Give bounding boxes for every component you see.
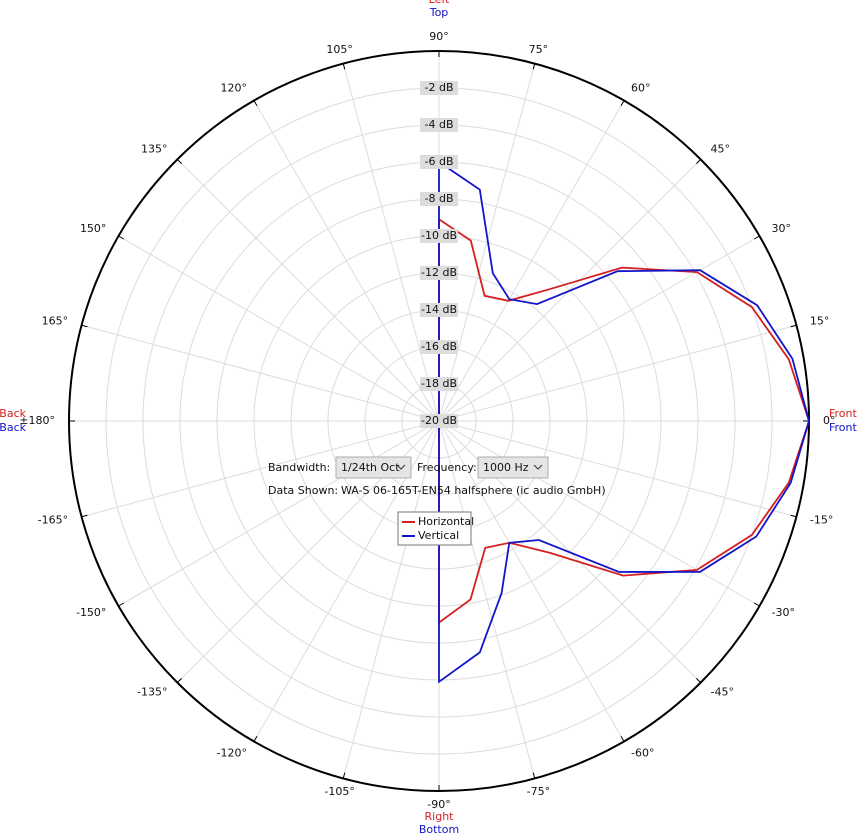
dropdown-box[interactable]: [477, 456, 549, 479]
angle-tick: [790, 514, 797, 518]
angle-tick: [753, 602, 760, 607]
angle-tick: [253, 735, 258, 742]
r-tick-label: -2 dB: [425, 81, 454, 94]
angle-tick-label: 0°: [823, 414, 836, 427]
angle-tick-label: -45°: [711, 686, 734, 699]
bandwidth-value[interactable]: 1/24th Oct: [341, 461, 400, 474]
angle-tick: [532, 63, 536, 70]
angle-tick-label: 60°: [631, 81, 651, 94]
tick-label-bg: [420, 155, 458, 169]
data-shown-label: Data Shown:: [268, 484, 338, 497]
angle-tick-label: 120°: [221, 81, 248, 94]
tick-label-bg: [420, 303, 458, 317]
angle-tick: [81, 514, 88, 518]
direction-label: Right: [425, 810, 455, 823]
legend-box: [397, 511, 472, 546]
angle-tick-label: 15°: [810, 315, 830, 328]
angle-tick-label: 105°: [326, 43, 353, 56]
r-tick-label: -16 dB: [421, 340, 457, 353]
angle-tick: [342, 772, 346, 779]
r-tick-label: -6 dB: [425, 155, 454, 168]
angle-tick-label: -60°: [631, 747, 654, 760]
legend-label: Vertical: [418, 529, 459, 542]
angle-tick-label: 135°: [141, 142, 168, 155]
tick-label-bg: [420, 192, 458, 206]
tick-label-bg: [420, 229, 458, 243]
angle-tick-label: 165°: [42, 315, 69, 328]
direction-label: Back: [0, 407, 27, 420]
angle-tick: [620, 100, 625, 107]
angle-tick-label: -90°: [427, 798, 450, 811]
tick-label-bg: [420, 118, 458, 132]
direction-label: Front: [829, 421, 858, 434]
angle-tick-label: ±180°: [19, 414, 55, 427]
angle-tick-label: -150°: [76, 606, 106, 619]
angle-tick-label: -15°: [810, 513, 833, 526]
dropdown-arrow[interactable]: [396, 464, 406, 470]
angle-tick: [620, 735, 625, 742]
tick-label-bg: [420, 377, 458, 391]
angle-tick-label: -30°: [772, 606, 795, 619]
direction-label: Front: [829, 407, 858, 420]
legend-label: Horizontal: [418, 515, 474, 528]
angle-tick-label: -135°: [137, 686, 167, 699]
frequency-value[interactable]: 1000 Hz: [483, 461, 529, 474]
angle-tick-label: 150°: [80, 222, 107, 235]
r-tick-label: -4 dB: [425, 118, 454, 131]
frequency-label: Frequency:: [417, 461, 477, 474]
angle-tick: [790, 324, 797, 328]
angle-tick: [81, 324, 88, 328]
r-tick-label: -10 dB: [421, 229, 457, 242]
bandwidth-label: Bandwidth:: [268, 461, 330, 474]
bandwidth-dropdown[interactable]: 1/24th Oct: [335, 456, 412, 479]
series-line: [438, 160, 810, 684]
tick-label-bg: [420, 81, 458, 95]
angle-tick-label: 90°: [429, 30, 449, 43]
curves: [438, 160, 810, 684]
angle-tick-label: 45°: [711, 142, 731, 155]
r-tick-label: -12 dB: [421, 266, 457, 279]
angle-tick-label: 30°: [772, 222, 792, 235]
angle-tick-label: -165°: [38, 513, 68, 526]
angle-tick-label: -105°: [324, 785, 354, 798]
dropdown-arrow[interactable]: [533, 464, 543, 470]
angle-tick-label: -120°: [217, 747, 247, 760]
data-shown-value: WA-S 06-165T-EN54 halfsphere (ic audio G…: [341, 484, 606, 497]
angle-tick-label: -75°: [527, 785, 550, 798]
frequency-dropdown[interactable]: 1000 Hz: [477, 456, 549, 479]
angle-tick-label: 75°: [529, 43, 549, 56]
angle-tick: [753, 235, 760, 240]
angle-tick: [118, 602, 125, 607]
tick-label-bg: [420, 340, 458, 354]
r-tick-label: -20 dB: [421, 414, 457, 427]
direction-label: Back: [0, 421, 27, 434]
angle-tick: [532, 772, 536, 779]
direction-label: Top: [429, 6, 449, 19]
angle-tick: [118, 235, 125, 240]
r-tick-label: -14 dB: [421, 303, 457, 316]
r-tick-label: -8 dB: [425, 192, 454, 205]
direction-label: Left: [429, 0, 450, 6]
tick-label-bg: [420, 266, 458, 280]
tick-label-bg: [420, 414, 458, 428]
r-tick-label: -18 dB: [421, 377, 457, 390]
angle-tick: [342, 63, 346, 70]
direction-label: Bottom: [419, 823, 459, 836]
angle-tick: [253, 100, 258, 107]
dropdown-box[interactable]: [335, 456, 412, 479]
